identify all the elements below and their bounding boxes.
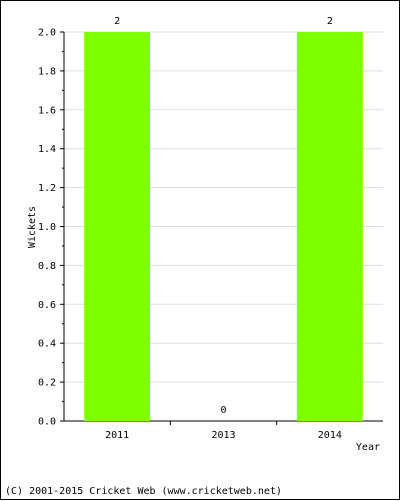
y-tick-label: 1.8 (38, 66, 56, 77)
copyright-footer: (C) 2001-2015 Cricket Web (www.cricketwe… (5, 486, 282, 497)
x-tick-label: 2011 (105, 430, 129, 441)
y-tick-label: 1.6 (38, 105, 56, 116)
y-axis-title: Wickets (27, 206, 38, 248)
x-tick-label: 2014 (318, 430, 342, 441)
y-tick-label: 0.0 (38, 417, 56, 428)
bar (296, 32, 363, 421)
y-tick-label: 0.4 (38, 339, 56, 350)
bars (84, 32, 363, 421)
data-label: 0 (220, 405, 226, 416)
data-label: 2 (114, 16, 120, 27)
y-tick-label: 2.0 (38, 28, 56, 39)
y-tick-label: 0.2 (38, 378, 56, 389)
bar (84, 32, 151, 421)
y-tick-label: 0.6 (38, 300, 56, 311)
x-tick-label: 2013 (211, 430, 235, 441)
y-tick-label: 1.4 (38, 144, 56, 155)
y-tick-label: 1.2 (38, 183, 56, 194)
y-tick-label: 1.0 (38, 222, 56, 233)
data-label: 2 (327, 16, 333, 27)
y-tick-label: 0.8 (38, 261, 56, 272)
labels: 0.0 0.2 0.4 0.6 0.8 1.0 1.2 1.4 1.6 1.8 2.0 2 2011 0 2… (38, 16, 342, 441)
x-axis-title: Year (356, 442, 380, 453)
